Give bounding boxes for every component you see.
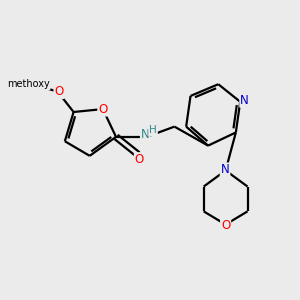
Text: N: N: [141, 128, 150, 141]
Text: O: O: [135, 153, 144, 166]
Text: methoxy: methoxy: [7, 79, 50, 89]
Text: O: O: [221, 219, 230, 232]
Text: N: N: [240, 94, 249, 107]
Text: O: O: [98, 103, 107, 116]
Text: N: N: [220, 164, 230, 176]
Text: H: H: [149, 125, 157, 135]
Text: O: O: [54, 85, 64, 98]
